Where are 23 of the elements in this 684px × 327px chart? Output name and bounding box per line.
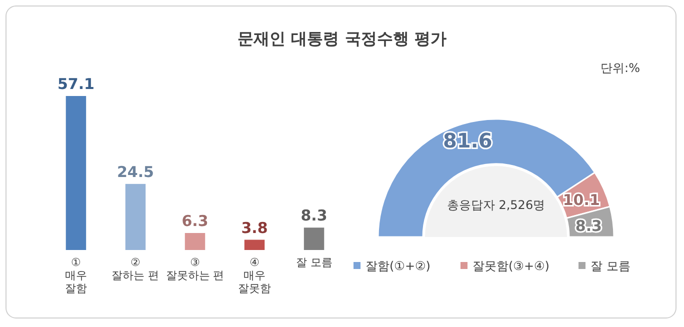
- data-label: 8.3: [575, 216, 602, 235]
- bar: [244, 240, 265, 250]
- data-label: 24.5: [116, 162, 154, 181]
- x-tick-label: ④ 매우 잘못함: [238, 256, 272, 295]
- data-label: 6.3: [182, 212, 208, 230]
- data-label: 10.1: [562, 190, 600, 209]
- x-tick-label: 잘 모름: [296, 256, 332, 269]
- data-label: 57.1: [57, 75, 94, 93]
- x-tick-label: ① 매우 잘함: [64, 256, 87, 295]
- data-label: 81.6: [442, 128, 492, 153]
- text: 총응답자 2,526명: [446, 198, 546, 212]
- data-label: 8.3: [300, 206, 328, 225]
- x-tick-label: ③ 잘못하는 편: [166, 256, 224, 282]
- bar: [304, 228, 324, 250]
- chart-title: 문재인 대통령 국정수행 평가: [238, 29, 446, 48]
- bar: [184, 233, 206, 250]
- x-tick-label: ② 잘하는 편: [112, 256, 160, 282]
- legend-label: 잘함(①+②): [366, 259, 430, 273]
- bar: [66, 96, 86, 250]
- bar: [125, 184, 146, 250]
- data-label: 3.8: [241, 218, 268, 237]
- legend-label: 잘못함(③+④): [472, 259, 550, 273]
- text: 단위:%: [600, 61, 640, 75]
